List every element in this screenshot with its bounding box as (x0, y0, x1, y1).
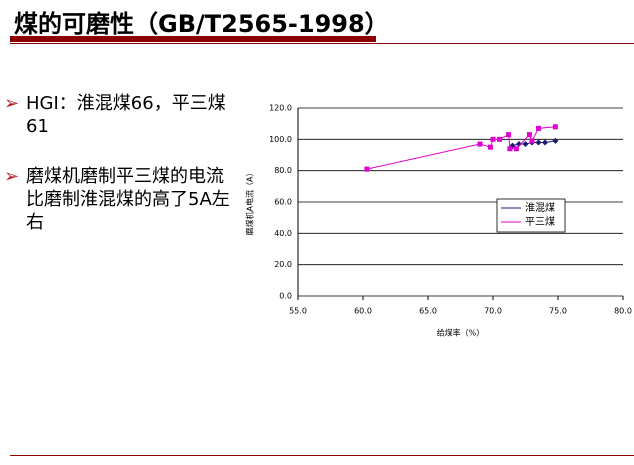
y-tick-label: 0.0 (279, 292, 292, 301)
legend-label: 平三煤 (525, 215, 555, 228)
point (513, 146, 519, 152)
title-rule (10, 43, 634, 44)
y-tick-label: 120.0 (269, 104, 292, 113)
point (477, 141, 483, 147)
x-tick-label: 80.0 (614, 307, 632, 316)
point (552, 137, 559, 144)
point (507, 146, 513, 152)
point (536, 125, 541, 131)
bullet-text: HGI：淮混煤66，平三煤61 (26, 93, 226, 137)
point (535, 139, 542, 146)
footer-rule (10, 455, 634, 456)
point (506, 132, 512, 138)
y-tick-label: 20.0 (274, 260, 292, 269)
bullet: ➢ 磨煤机磨制平三煤的电流比磨制淮混煤的高了5A左右 (4, 166, 230, 233)
point (529, 138, 535, 144)
bullet: ➢ HGI：淮混煤66，平三煤61 (4, 93, 226, 137)
point (526, 132, 532, 138)
y-tick-label: 80.0 (274, 166, 292, 175)
title-bar (10, 36, 376, 42)
x-tick-label: 55.0 (289, 307, 307, 316)
x-tick-label: 70.0 (484, 307, 502, 316)
legend-label: 淮混煤 (525, 201, 555, 214)
point (552, 124, 558, 130)
bullet-text: 磨煤机磨制平三煤的电流比磨制淮混煤的高了5A左右 (26, 166, 230, 233)
x-axis-label: 给煤率（%） (437, 328, 485, 338)
x-tick-label: 75.0 (549, 307, 567, 316)
point (516, 141, 522, 148)
slide-title: 煤的可磨性（GB/T2565-1998） (14, 10, 389, 38)
point (490, 136, 496, 142)
y-tick-label: 40.0 (274, 229, 292, 238)
point (522, 141, 529, 148)
point (364, 166, 370, 172)
point (487, 144, 493, 150)
y-tick-label: 60.0 (274, 198, 292, 207)
legend-box (496, 198, 566, 233)
point (497, 136, 502, 142)
x-tick-label: 65.0 (419, 307, 437, 316)
y-tick-label: 100.0 (269, 135, 292, 144)
point (542, 139, 548, 146)
x-tick-label: 60.0 (354, 307, 372, 316)
y-axis-label: 磨煤机A电流（A） (245, 169, 255, 236)
